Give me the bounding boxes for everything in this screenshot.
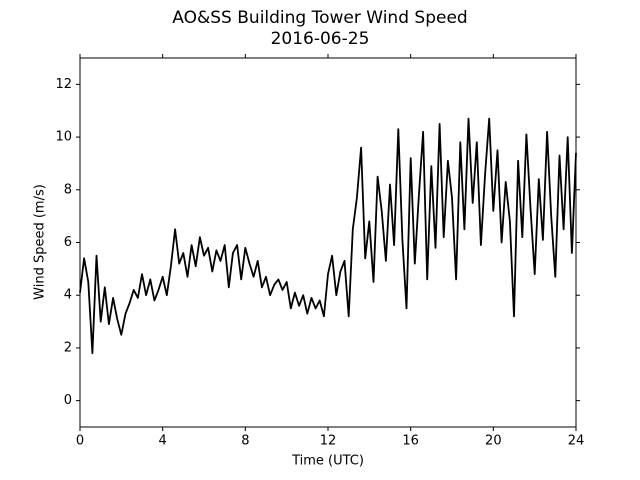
x-tick-label: 12: [320, 434, 337, 449]
y-tick-label: 4: [64, 288, 72, 303]
x-tick-label: 4: [159, 434, 167, 449]
chart-title: AO&SS Building Tower Wind Speed: [172, 8, 467, 28]
x-tick-label: 16: [402, 434, 419, 449]
chart-subtitle: 2016-06-25: [271, 29, 370, 49]
y-tick-label: 10: [55, 130, 72, 145]
x-axis-label: Time (UTC): [291, 454, 364, 469]
x-tick-label: 0: [76, 434, 84, 449]
x-tick-label: 8: [241, 434, 249, 449]
x-tick-label: 24: [568, 434, 585, 449]
line: [79, 117, 577, 355]
y-tick-label: 6: [64, 235, 72, 250]
y-tick-label: 12: [55, 77, 72, 92]
plot-frame: [79, 57, 577, 428]
y-tick-label: 2: [64, 340, 72, 355]
y-axis-label: Wind Speed (m/s): [33, 184, 48, 300]
x-tick-label: 20: [485, 434, 502, 449]
y-tick-label: 0: [64, 393, 72, 408]
y-tick-label: 8: [64, 182, 72, 197]
